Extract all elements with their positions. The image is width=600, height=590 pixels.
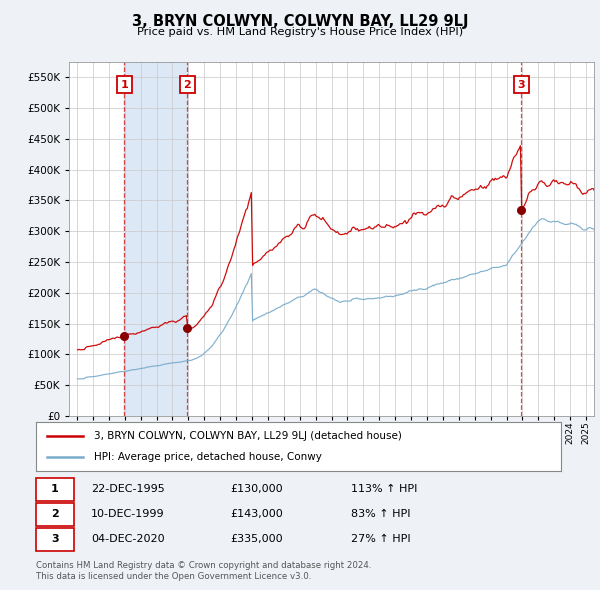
Text: £130,000: £130,000 [230, 484, 283, 494]
Text: 3: 3 [51, 535, 59, 545]
Text: 3: 3 [517, 80, 525, 90]
Text: 2: 2 [51, 509, 59, 519]
Text: HPI: Average price, detached house, Conwy: HPI: Average price, detached house, Conw… [94, 453, 322, 463]
Text: 04-DEC-2020: 04-DEC-2020 [91, 535, 165, 545]
Text: 22-DEC-1995: 22-DEC-1995 [91, 484, 165, 494]
Text: Price paid vs. HM Land Registry's House Price Index (HPI): Price paid vs. HM Land Registry's House … [137, 27, 463, 37]
FancyBboxPatch shape [36, 503, 74, 526]
Text: 10-DEC-1999: 10-DEC-1999 [91, 509, 165, 519]
Text: 113% ↑ HPI: 113% ↑ HPI [351, 484, 418, 494]
Text: 2: 2 [184, 80, 191, 90]
Text: 1: 1 [51, 484, 59, 494]
Text: 3, BRYN COLWYN, COLWYN BAY, LL29 9LJ (detached house): 3, BRYN COLWYN, COLWYN BAY, LL29 9LJ (de… [94, 431, 401, 441]
Text: 3, BRYN COLWYN, COLWYN BAY, LL29 9LJ: 3, BRYN COLWYN, COLWYN BAY, LL29 9LJ [132, 14, 468, 28]
Text: 83% ↑ HPI: 83% ↑ HPI [351, 509, 410, 519]
Text: 1: 1 [121, 80, 128, 90]
Text: £143,000: £143,000 [230, 509, 283, 519]
Text: £335,000: £335,000 [230, 535, 283, 545]
Text: This data is licensed under the Open Government Licence v3.0.: This data is licensed under the Open Gov… [36, 572, 311, 581]
FancyBboxPatch shape [36, 527, 74, 551]
FancyBboxPatch shape [36, 478, 74, 501]
Text: Contains HM Land Registry data © Crown copyright and database right 2024.: Contains HM Land Registry data © Crown c… [36, 560, 371, 569]
Bar [124, 62, 187, 416]
Text: 27% ↑ HPI: 27% ↑ HPI [351, 535, 410, 545]
